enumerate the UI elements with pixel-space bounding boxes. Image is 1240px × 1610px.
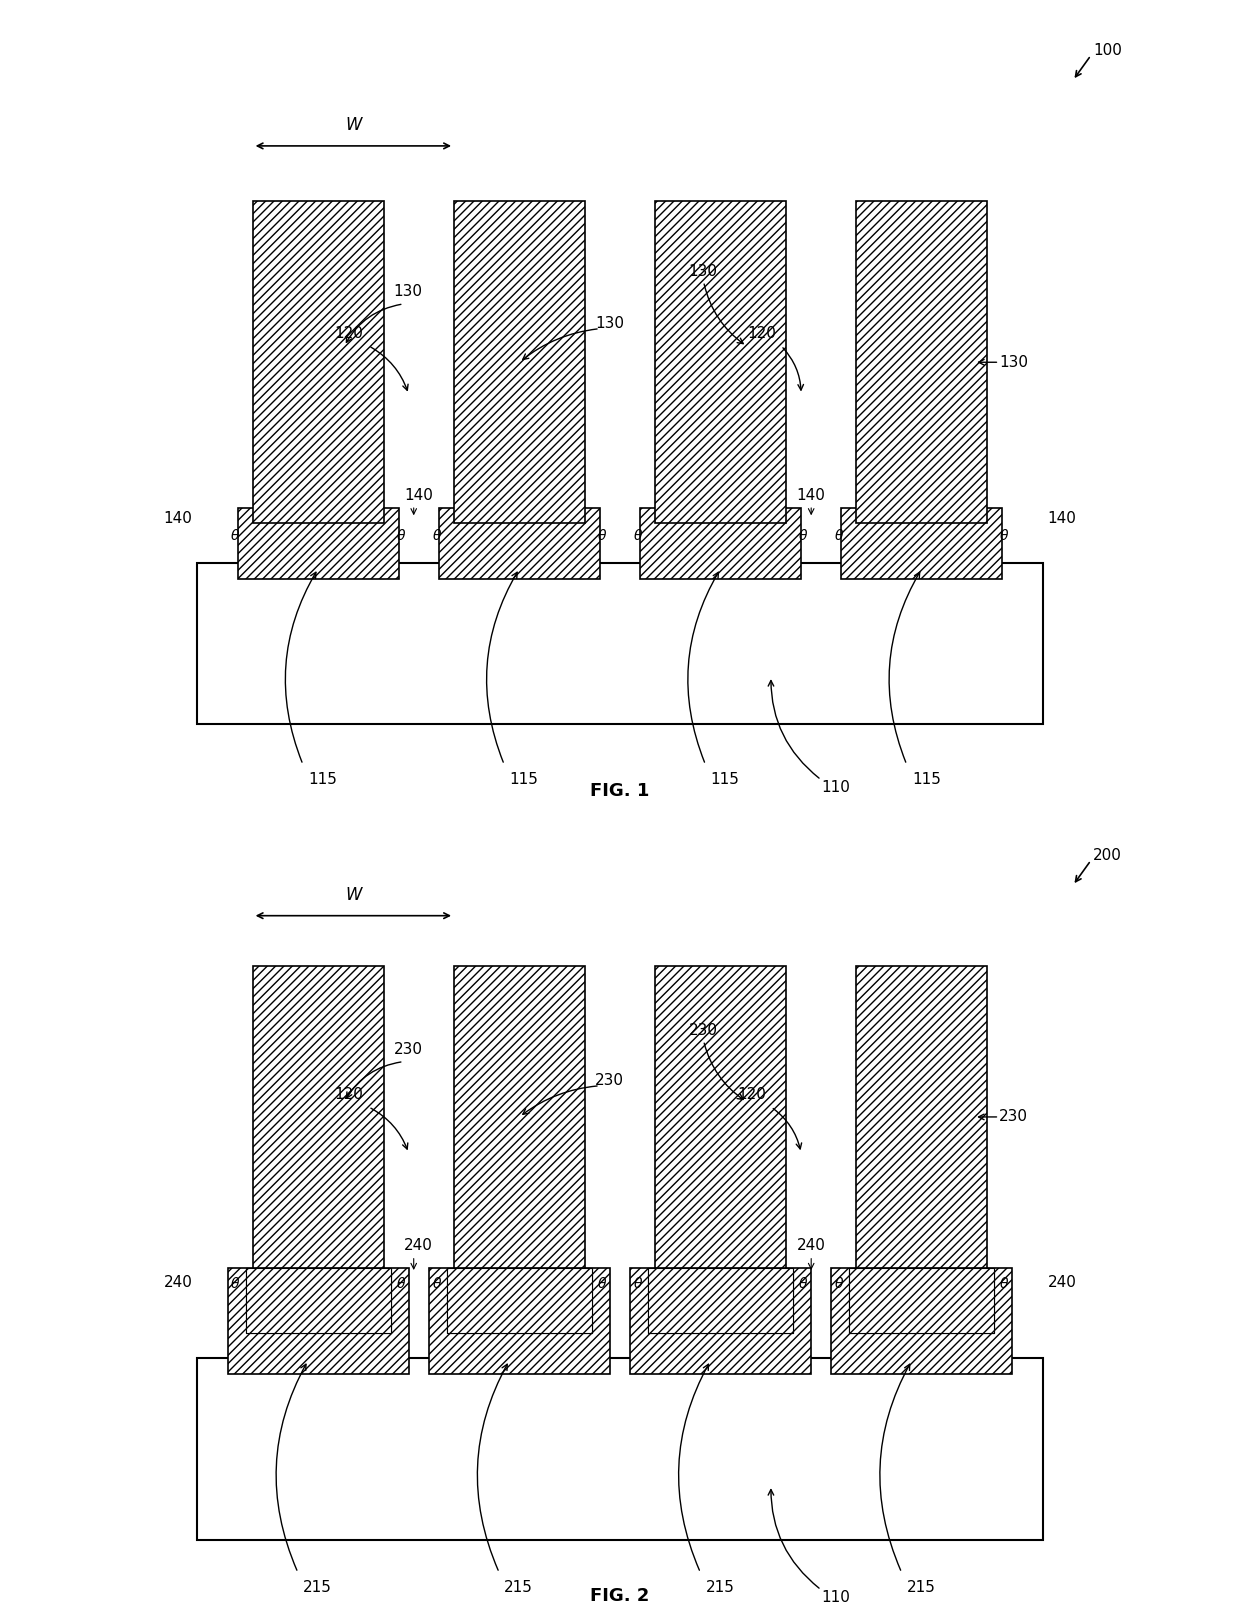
Bar xyxy=(454,201,585,523)
Bar xyxy=(649,1269,794,1333)
Text: 240: 240 xyxy=(164,1275,192,1291)
Text: 215: 215 xyxy=(906,1581,936,1596)
Bar xyxy=(849,1269,994,1333)
Text: FIG. 1: FIG. 1 xyxy=(590,782,650,800)
Bar xyxy=(857,966,987,1269)
Text: 115: 115 xyxy=(711,773,739,787)
Text: 115: 115 xyxy=(308,773,337,787)
Text: $\theta$: $\theta$ xyxy=(835,1275,844,1291)
Bar xyxy=(246,1269,391,1333)
Text: $\theta$: $\theta$ xyxy=(999,528,1009,543)
Text: 215: 215 xyxy=(505,1581,533,1596)
Bar xyxy=(831,1269,1012,1373)
Bar xyxy=(429,1269,610,1373)
Text: $\theta$: $\theta$ xyxy=(432,528,441,543)
Text: $\theta$: $\theta$ xyxy=(632,1275,644,1291)
Text: 115: 115 xyxy=(510,773,538,787)
Text: 120: 120 xyxy=(335,325,363,341)
Text: $\theta$: $\theta$ xyxy=(396,528,405,543)
Bar xyxy=(446,1269,591,1333)
Text: 215: 215 xyxy=(706,1581,734,1596)
Bar xyxy=(253,201,383,523)
Text: 100: 100 xyxy=(1092,43,1122,58)
Text: 140: 140 xyxy=(404,488,433,502)
Text: 240: 240 xyxy=(797,1238,826,1253)
Text: $\theta$: $\theta$ xyxy=(999,1275,1009,1291)
Bar xyxy=(454,966,585,1269)
Text: 140: 140 xyxy=(164,510,192,526)
Text: 130: 130 xyxy=(393,283,423,299)
Bar xyxy=(655,201,786,523)
Bar xyxy=(857,201,987,523)
Bar xyxy=(197,564,1043,724)
Text: 140: 140 xyxy=(797,488,826,502)
Text: 110: 110 xyxy=(821,1591,851,1605)
Text: 215: 215 xyxy=(303,1581,332,1596)
Bar xyxy=(238,509,398,578)
Text: 240: 240 xyxy=(1048,1275,1076,1291)
Text: 140: 140 xyxy=(1048,510,1076,526)
Bar xyxy=(228,1269,409,1373)
Text: W: W xyxy=(345,116,362,134)
Text: 230: 230 xyxy=(688,1024,718,1038)
Text: 110: 110 xyxy=(821,779,851,795)
Bar xyxy=(439,509,600,578)
Bar xyxy=(446,1269,591,1333)
Text: 120: 120 xyxy=(746,325,776,341)
Text: $\theta$: $\theta$ xyxy=(596,1275,608,1291)
Bar xyxy=(197,1359,1043,1539)
Bar xyxy=(630,1269,811,1373)
Bar xyxy=(655,966,786,1269)
Bar xyxy=(640,509,801,578)
Text: $\theta$: $\theta$ xyxy=(632,528,644,543)
Text: 230: 230 xyxy=(393,1042,423,1056)
Text: $\theta$: $\theta$ xyxy=(799,1275,808,1291)
Text: 120: 120 xyxy=(335,1087,363,1101)
Bar xyxy=(649,1269,794,1333)
Text: 230: 230 xyxy=(999,1109,1028,1124)
Text: FIG. 2: FIG. 2 xyxy=(590,1587,650,1605)
Text: 200: 200 xyxy=(1092,848,1122,863)
Text: 130: 130 xyxy=(999,354,1028,370)
Text: 240: 240 xyxy=(404,1238,433,1253)
Bar xyxy=(849,1269,994,1333)
Text: $\theta$: $\theta$ xyxy=(835,528,844,543)
Text: $\theta$: $\theta$ xyxy=(396,1275,405,1291)
Text: W: W xyxy=(345,886,362,903)
Text: $\theta$: $\theta$ xyxy=(231,1275,241,1291)
Bar xyxy=(253,966,383,1269)
Text: $\theta$: $\theta$ xyxy=(799,528,808,543)
Text: 115: 115 xyxy=(911,773,941,787)
Text: $\theta$: $\theta$ xyxy=(432,1275,441,1291)
Text: 230: 230 xyxy=(595,1074,624,1088)
Bar xyxy=(246,1269,391,1333)
Text: $\theta$: $\theta$ xyxy=(231,528,241,543)
Text: 130: 130 xyxy=(688,264,718,280)
Text: 120: 120 xyxy=(737,1087,766,1101)
Text: $\theta$: $\theta$ xyxy=(596,528,608,543)
Bar xyxy=(842,509,1002,578)
Text: 130: 130 xyxy=(595,316,624,332)
